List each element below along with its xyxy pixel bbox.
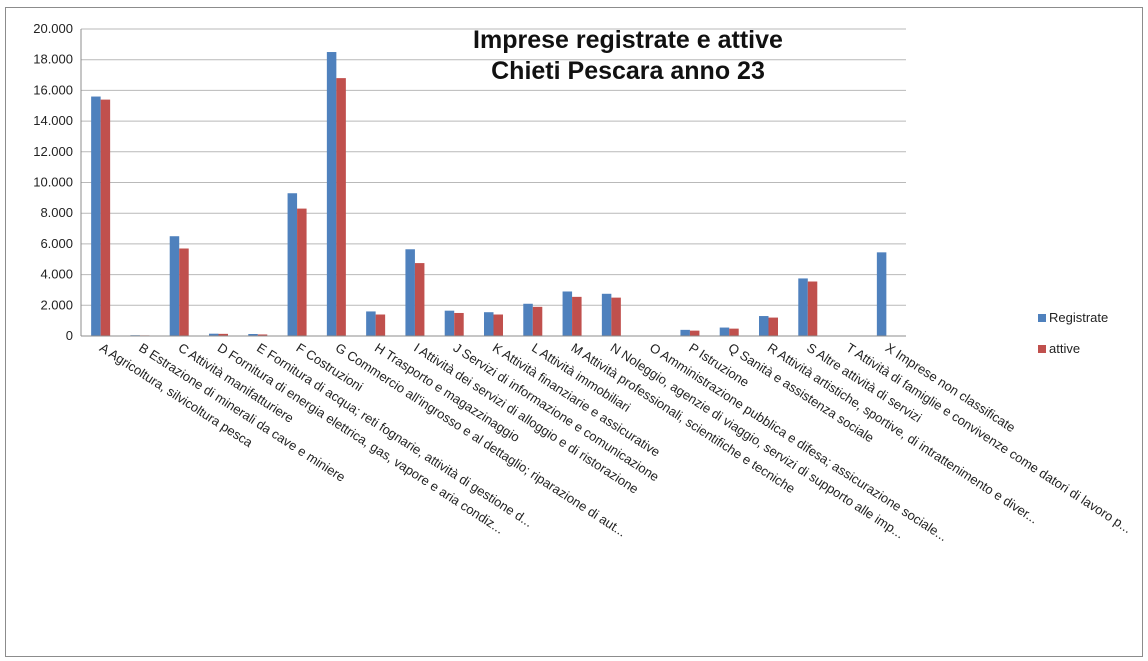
y-tick-label: 2.000 — [40, 297, 73, 312]
bar-attive — [689, 330, 700, 336]
bar-chart: 0 2.000 4.000 6.000 8.000 10.000 12.000 14.000 1… — [33, 21, 1134, 544]
y-tick-label: 8.000 — [40, 205, 73, 220]
y-tick-label: 20.000 — [33, 21, 73, 36]
bar-registrate — [680, 329, 690, 336]
bar-attive — [532, 306, 543, 336]
bar-attive — [218, 333, 228, 336]
y-tick-label: 14.000 — [33, 113, 73, 128]
bar-attive — [572, 296, 582, 336]
bar-attive — [807, 281, 818, 336]
bar-registrate — [91, 96, 101, 336]
bar-registrate — [759, 316, 769, 336]
bar-attive — [257, 334, 268, 336]
bar-registrate — [719, 327, 730, 336]
bar-attive — [768, 317, 778, 336]
bar-attive — [336, 78, 346, 337]
y-tick-label: 0 — [66, 328, 73, 343]
x-category-label: R Attività artistiche, sportive, di intr… — [765, 340, 1041, 527]
grid-lines — [81, 28, 906, 306]
bar-attive — [611, 297, 621, 336]
bar-attive — [493, 314, 503, 336]
chart-title-line: Imprese registrate e attive — [473, 26, 783, 54]
bar-attive — [729, 328, 739, 336]
bar-attive — [414, 263, 425, 336]
bar-attive — [100, 99, 111, 336]
chart-title-line: Chieti Pescara anno 23 — [491, 57, 765, 85]
bar-registrate — [444, 310, 455, 336]
bars — [91, 52, 887, 337]
y-axis-tick-labels: 0 2.000 4.000 6.000 8.000 10.000 12.000 14.000 1… — [33, 21, 73, 343]
bar-registrate — [366, 311, 376, 336]
bar-attive — [179, 248, 189, 336]
bar-registrate — [484, 312, 494, 336]
y-tick-label: 16.000 — [33, 82, 73, 97]
legend-label: Registrate — [1049, 310, 1108, 325]
legend-label: attive — [1049, 341, 1080, 356]
bar-registrate — [798, 278, 808, 336]
bar-registrate — [287, 193, 298, 336]
y-tick-label: 6.000 — [40, 236, 73, 251]
bar-registrate — [405, 249, 415, 336]
bar-attive — [375, 314, 386, 336]
y-tick-label: 4.000 — [40, 267, 73, 282]
legend-swatch — [1038, 314, 1046, 322]
bar-registrate — [562, 291, 573, 336]
bar-registrate — [523, 303, 533, 336]
bar-attive — [297, 208, 307, 336]
legend: Registrate attive — [1038, 310, 1108, 356]
y-tick-label: 12.000 — [33, 144, 73, 159]
bar-registrate — [876, 252, 887, 336]
bar-attive — [454, 312, 464, 336]
bar-registrate — [169, 236, 180, 336]
bar-registrate — [209, 333, 219, 336]
y-tick-label: 10.000 — [33, 175, 73, 190]
axes — [80, 29, 906, 337]
legend-swatch — [1038, 345, 1046, 353]
y-tick-label: 18.000 — [33, 52, 73, 67]
chart-title: Imprese registrate e attive Chieti Pescar… — [473, 26, 783, 85]
chart-frame: 0 2.000 4.000 6.000 8.000 10.000 12.000 14.000 1… — [5, 7, 1143, 657]
bar-registrate — [326, 52, 337, 337]
bar-registrate — [601, 293, 612, 336]
bar-registrate — [248, 334, 258, 336]
